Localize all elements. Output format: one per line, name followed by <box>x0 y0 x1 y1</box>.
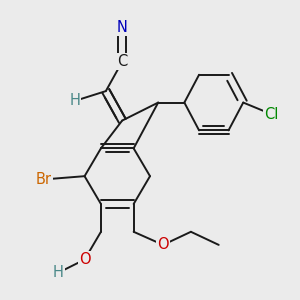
Text: O: O <box>157 237 169 252</box>
Text: Cl: Cl <box>264 106 278 122</box>
Text: Br: Br <box>36 172 52 187</box>
Text: H: H <box>53 265 64 280</box>
Text: C: C <box>117 54 127 69</box>
Text: N: N <box>117 20 128 35</box>
Text: H: H <box>69 93 80 108</box>
Text: O: O <box>79 252 90 267</box>
